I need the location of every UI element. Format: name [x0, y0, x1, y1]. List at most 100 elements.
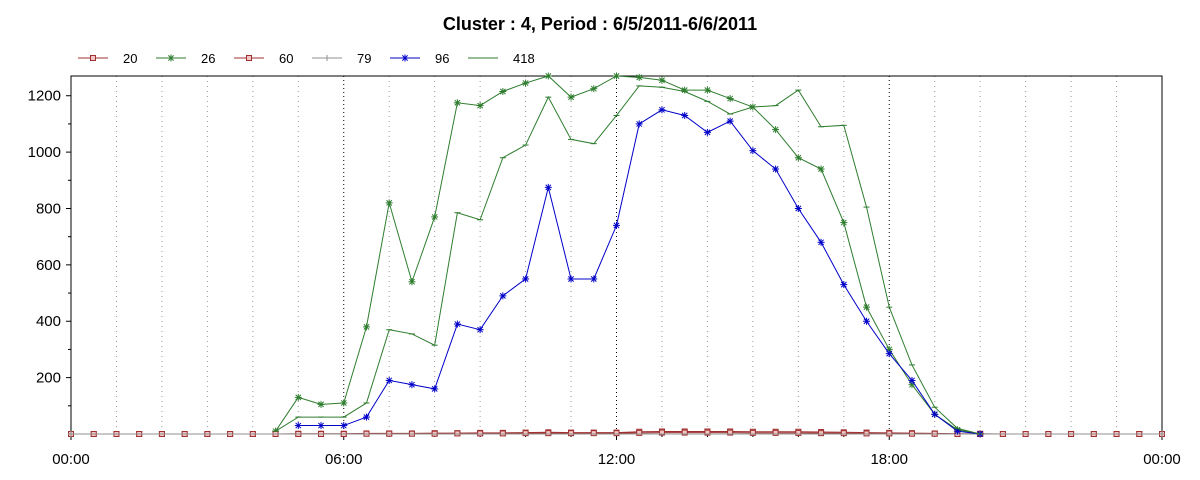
data-point: [567, 275, 575, 283]
data-point: [590, 430, 597, 437]
x-tick-label: 18:00: [870, 451, 908, 468]
data-point: [68, 431, 74, 437]
marker-stroke: [545, 73, 552, 79]
data-point: [499, 292, 507, 300]
data-point: [840, 430, 847, 437]
data-point: [476, 326, 484, 334]
data-point: [658, 76, 666, 84]
grid: [115, 76, 1118, 434]
x-tick-label: 00:00: [1143, 451, 1181, 468]
marker-stroke: [613, 73, 620, 79]
marker-stroke: [795, 154, 802, 161]
legend-marker: [324, 55, 330, 61]
marker-stroke: [386, 199, 393, 206]
data-point: [522, 275, 530, 283]
marker-square: [477, 430, 484, 437]
data-point: [727, 429, 734, 436]
marker-square: [568, 430, 575, 437]
marker-stroke: [318, 401, 324, 408]
chart-title: Cluster : 4, Period : 6/5/2011-6/6/2011: [443, 14, 757, 34]
series-line: [298, 109, 981, 435]
marker-stroke: [386, 377, 393, 384]
legend-item-26: 26: [156, 51, 215, 66]
data-point: [453, 99, 461, 107]
data-point: [703, 128, 711, 136]
marker-square: [795, 429, 802, 436]
data-point: [385, 199, 393, 207]
marker-stroke: [795, 205, 802, 212]
y-axis: 200 400 600 800 1000 1200: [28, 88, 71, 407]
marker-stroke: [840, 219, 847, 226]
marker-square: [90, 55, 96, 61]
marker-stroke: [590, 275, 597, 282]
marker-square: [818, 430, 825, 437]
data-point: [840, 219, 848, 227]
marker-square: [863, 430, 870, 437]
marker-stroke: [295, 394, 302, 401]
marker-stroke: [431, 213, 438, 220]
data-point: [522, 79, 530, 87]
marker-stroke: [863, 318, 870, 325]
legend-marker: [246, 55, 252, 61]
marker-square: [727, 429, 734, 436]
data-point: [726, 117, 734, 125]
marker-stroke: [863, 304, 870, 311]
marker-stroke: [168, 55, 174, 61]
data-point: [681, 111, 689, 119]
data-point: [613, 72, 620, 80]
marker-stroke: [477, 102, 484, 109]
data-point: [453, 320, 461, 328]
marker-stroke: [772, 166, 779, 173]
series-line: [275, 75, 981, 435]
marker-stroke: [840, 281, 847, 288]
data-point: [431, 385, 439, 393]
legend-label: 26: [201, 51, 215, 66]
marker-stroke: [636, 120, 643, 127]
data-point: [567, 93, 575, 101]
data-point: [385, 376, 393, 384]
data-point: [818, 430, 825, 437]
data-point: [477, 430, 484, 437]
data-point: [454, 430, 461, 437]
data-point: [294, 422, 302, 430]
data-point: [885, 350, 893, 358]
marker-stroke: [704, 129, 711, 136]
marker-stroke: [613, 222, 620, 229]
marker-stroke: [454, 321, 461, 328]
data-point: [635, 73, 643, 81]
data-point: [499, 430, 506, 437]
data-point: [545, 430, 552, 437]
data-point: [817, 165, 825, 173]
data-point: [476, 102, 484, 110]
legend-marker: [167, 54, 175, 62]
data-point: [613, 430, 620, 437]
marker-stroke: [818, 239, 825, 246]
data-point: [658, 106, 666, 114]
data-point: [863, 303, 871, 311]
marker-square: [246, 55, 252, 61]
marker-stroke: [545, 184, 552, 191]
data-point: [408, 381, 416, 389]
data-point: [340, 399, 348, 407]
data-point: [317, 422, 325, 430]
legend-label: 418: [513, 51, 535, 66]
marker-square: [704, 429, 711, 436]
marker-stroke: [931, 411, 938, 418]
x-tick-label: 12:00: [598, 451, 636, 468]
data-point: [431, 213, 439, 221]
data-point: [681, 429, 688, 436]
marker-stroke: [636, 74, 643, 81]
y-tick-label: 1200: [28, 88, 61, 105]
marker-stroke: [886, 350, 893, 357]
data-point: [749, 147, 757, 155]
marker-stroke: [568, 275, 575, 282]
series-layer: [68, 72, 1165, 438]
data-point: [590, 85, 598, 93]
data-point: [772, 165, 780, 173]
data-point: [362, 413, 370, 421]
legend-marker: [401, 54, 409, 62]
x-tick-label: 06:00: [325, 451, 363, 468]
data-point: [544, 72, 552, 80]
data-point: [863, 317, 871, 325]
marker-stroke: [909, 377, 915, 384]
